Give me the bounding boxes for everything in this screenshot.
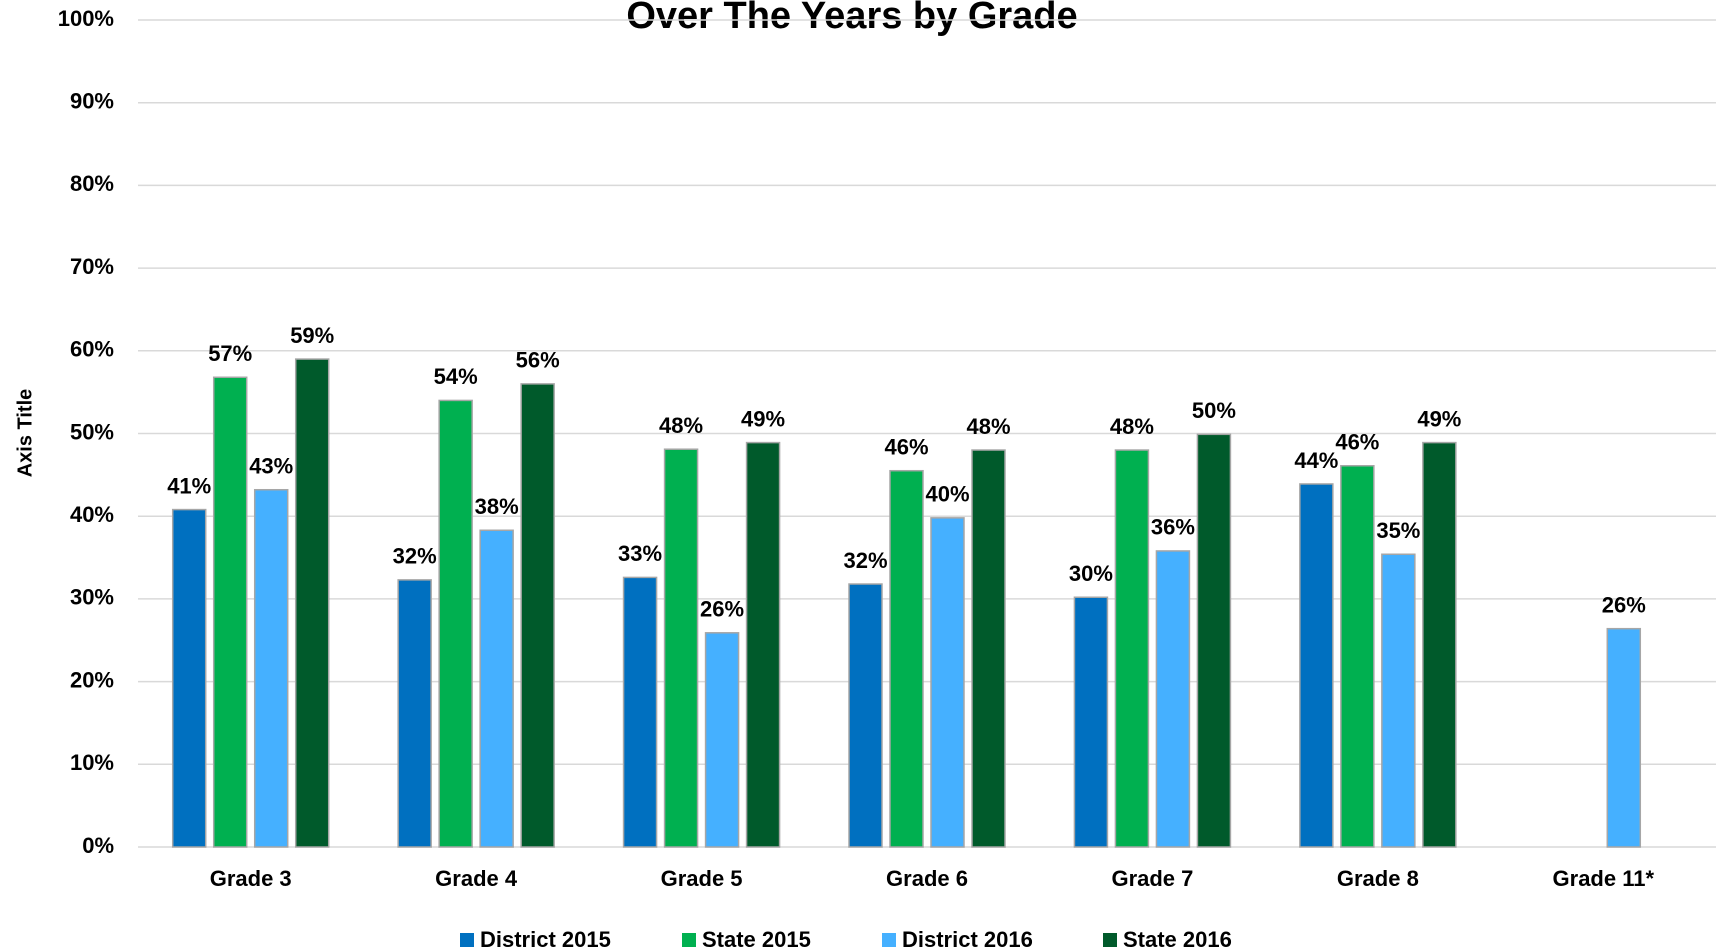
data-label: 57% — [208, 341, 252, 366]
data-label: 33% — [618, 541, 662, 566]
bar — [663, 448, 699, 848]
y-tick-label: 80% — [70, 171, 114, 196]
data-label: 36% — [1151, 515, 1195, 540]
bar — [438, 399, 473, 848]
data-label: 41% — [167, 473, 211, 498]
y-tick-label: 0% — [82, 833, 114, 858]
bar — [253, 488, 289, 848]
bar — [1299, 483, 1334, 848]
data-label: 44% — [1294, 448, 1338, 473]
data-label: 48% — [1110, 414, 1154, 439]
data-label: 26% — [1602, 592, 1646, 617]
x-tick-label: Grade 7 — [1111, 866, 1193, 891]
y-axis-title: Axis Title — [14, 389, 36, 478]
data-label: 54% — [434, 364, 478, 389]
data-label: 48% — [659, 413, 703, 438]
data-label: 26% — [700, 597, 744, 622]
x-tick-label: Grade 4 — [435, 866, 518, 891]
y-tick-label: 70% — [70, 254, 114, 279]
legend-swatch — [882, 933, 896, 947]
data-label: 32% — [843, 548, 887, 573]
y-tick-label: 90% — [70, 89, 114, 114]
bar — [1606, 627, 1642, 848]
legend-label: District 2015 — [480, 927, 611, 949]
legend-swatch — [460, 933, 474, 947]
x-tick-label: Grade 3 — [210, 866, 292, 891]
legend-swatch — [682, 933, 696, 947]
bar — [889, 469, 924, 848]
bar — [848, 583, 883, 848]
y-tick-label: 40% — [70, 502, 114, 527]
data-label: 49% — [1417, 406, 1461, 431]
bar — [294, 358, 330, 848]
data-label: 32% — [393, 544, 437, 569]
bar — [971, 449, 1006, 848]
y-tick-label: 30% — [70, 585, 114, 610]
bar — [212, 376, 248, 848]
data-label: 30% — [1069, 561, 1113, 586]
y-tick-label: 100% — [58, 6, 114, 31]
y-tick-label: 50% — [70, 419, 114, 444]
bar — [397, 579, 432, 848]
bar — [1381, 553, 1416, 848]
legend-label: State 2015 — [702, 927, 811, 949]
bar — [479, 529, 514, 848]
data-label: 48% — [966, 414, 1010, 439]
bar — [1114, 449, 1150, 848]
data-label: 35% — [1376, 518, 1420, 543]
bar — [1340, 465, 1375, 848]
y-tick-label: 60% — [70, 337, 114, 362]
data-label: 46% — [1335, 430, 1379, 455]
legend-label: State 2016 — [1123, 927, 1232, 949]
x-tick-label: Grade 8 — [1337, 866, 1419, 891]
bar — [171, 508, 207, 848]
bar — [1073, 596, 1109, 848]
chart-title: Over The Years by Grade — [626, 0, 1077, 37]
data-label: 40% — [925, 482, 969, 507]
y-tick-label: 10% — [70, 750, 114, 775]
bar — [745, 441, 781, 848]
bar — [622, 576, 658, 848]
data-label: 38% — [475, 494, 519, 519]
legend-label: District 2016 — [902, 927, 1033, 949]
data-label: 46% — [884, 435, 928, 460]
data-label: 43% — [249, 454, 293, 479]
bar — [930, 517, 965, 848]
bar — [520, 383, 555, 848]
x-tick-label: Grade 5 — [661, 866, 743, 891]
x-tick-label: Grade 6 — [886, 866, 968, 891]
bar — [1155, 550, 1191, 848]
bar — [1196, 433, 1232, 848]
data-label: 49% — [741, 406, 785, 431]
bar — [1422, 441, 1457, 848]
bar — [704, 632, 740, 848]
data-label: 59% — [290, 323, 334, 348]
y-tick-label: 20% — [70, 667, 114, 692]
data-label: 56% — [516, 348, 560, 373]
x-tick-label: Grade 11* — [1553, 866, 1655, 891]
legend-swatch — [1103, 933, 1117, 947]
data-label: 50% — [1192, 398, 1236, 423]
